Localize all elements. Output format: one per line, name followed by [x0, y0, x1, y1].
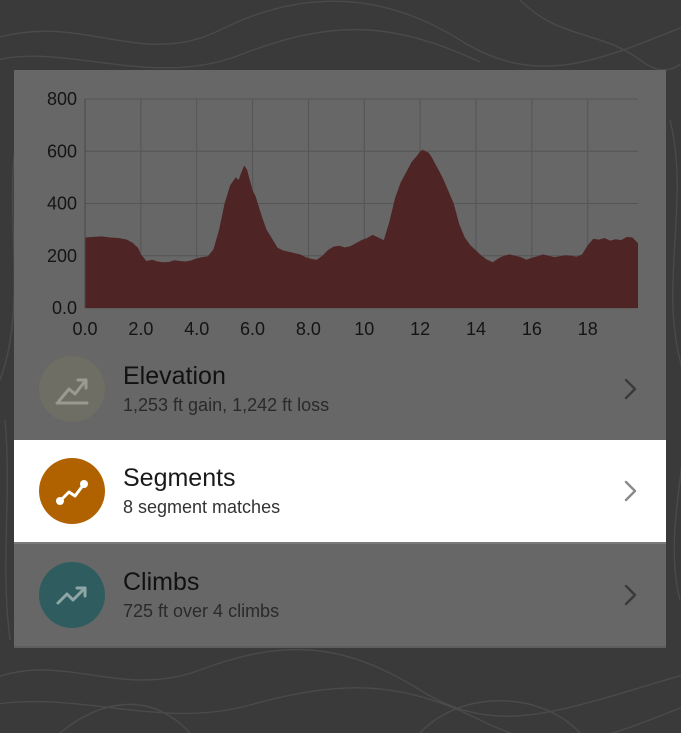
- elevation-row[interactable]: Elevation 1,253 ft gain, 1,242 ft loss: [14, 338, 666, 440]
- row-divider: [14, 646, 666, 648]
- x-tick-label: 10: [354, 319, 374, 338]
- x-tick-label: 8.0: [296, 319, 321, 338]
- elevation-title: Elevation: [123, 362, 226, 390]
- elevation-subtitle: 1,253 ft gain, 1,242 ft loss: [123, 395, 330, 415]
- y-tick-label: 400: [47, 194, 77, 214]
- x-tick-label: 14: [466, 319, 486, 338]
- row-divider: [14, 542, 666, 544]
- elevation-chart: 800 600 400 200 0.00.0 2.0 4.0 6.0 8.0 10 12 14 16 18: [47, 89, 638, 338]
- segments-icon-circle: [39, 458, 105, 524]
- elevation-icon-circle: [39, 356, 105, 422]
- y-tick-label: 0.0: [52, 298, 77, 318]
- climbs-icon-circle: [39, 562, 105, 628]
- y-tick-label: 800: [47, 89, 77, 109]
- chevron-right-icon: [624, 584, 637, 606]
- x-tick-label: 18: [578, 319, 598, 338]
- x-tick-label: 4.0: [184, 319, 209, 338]
- climbs-subtitle: 725 ft over 4 climbs: [123, 601, 280, 621]
- y-tick-label: 200: [47, 246, 77, 266]
- climbs-title: Climbs: [123, 568, 200, 596]
- x-tick-label: 12: [410, 319, 430, 338]
- activity-analysis-card: 800 600 400 200 0.0 0.0 2.0 4.0 6.0 8.0 10 12 14 16 18…: [14, 70, 666, 648]
- x-tick-label: 6.0: [240, 319, 265, 338]
- segment-path-icon: [56, 480, 88, 505]
- x-tick-label: 16: [522, 319, 542, 338]
- segments-row[interactable]: Segments 8 segment matches: [14, 440, 666, 542]
- chart-trend-icon: [55, 378, 89, 405]
- segments-subtitle: 8 segment matches: [123, 497, 281, 517]
- elevation-area: [85, 149, 638, 308]
- chevron-right-icon: [624, 480, 637, 502]
- x-tick-label: 2.0: [128, 319, 153, 338]
- climbs-row[interactable]: Climbs 725 ft over 4 climbs: [14, 544, 666, 646]
- trend-up-icon: [56, 586, 87, 605]
- y-tick-label: 600: [47, 141, 77, 161]
- segments-title: Segments: [123, 464, 236, 492]
- x-tick-label: 0.0: [72, 319, 97, 338]
- chevron-right-icon: [624, 378, 637, 400]
